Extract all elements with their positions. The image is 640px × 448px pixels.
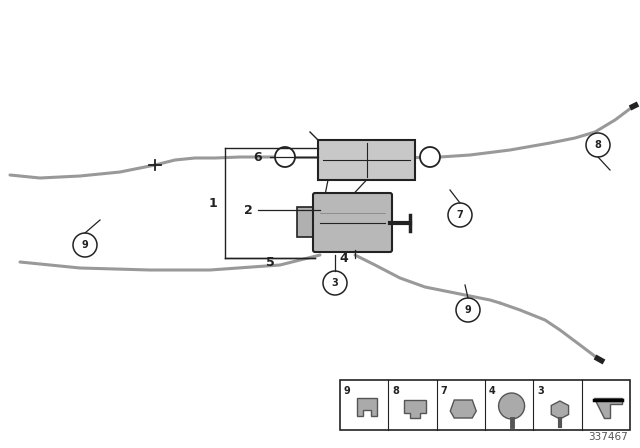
Circle shape — [499, 393, 525, 419]
Text: 4: 4 — [340, 251, 348, 264]
Text: 9: 9 — [344, 386, 351, 396]
Text: 3: 3 — [538, 386, 544, 396]
Text: 337467: 337467 — [588, 432, 628, 442]
Bar — [318, 140, 415, 180]
Text: 3: 3 — [332, 278, 339, 288]
Text: 1: 1 — [209, 197, 218, 210]
Text: 6: 6 — [253, 151, 262, 164]
Circle shape — [275, 147, 295, 167]
Polygon shape — [404, 400, 426, 418]
FancyBboxPatch shape — [313, 193, 392, 252]
Text: 7: 7 — [456, 210, 463, 220]
Polygon shape — [551, 401, 568, 419]
Text: 9: 9 — [82, 240, 88, 250]
Text: 7: 7 — [441, 386, 447, 396]
Text: 2: 2 — [244, 203, 252, 216]
Bar — [340, 380, 630, 430]
Text: 5: 5 — [266, 257, 275, 270]
Text: 9: 9 — [465, 305, 472, 315]
Text: 8: 8 — [595, 140, 602, 150]
Circle shape — [420, 147, 440, 167]
Polygon shape — [451, 400, 476, 418]
Polygon shape — [356, 398, 376, 416]
Text: 8: 8 — [392, 386, 399, 396]
Bar — [297, 207, 315, 237]
Polygon shape — [595, 398, 622, 418]
Text: 4: 4 — [489, 386, 496, 396]
